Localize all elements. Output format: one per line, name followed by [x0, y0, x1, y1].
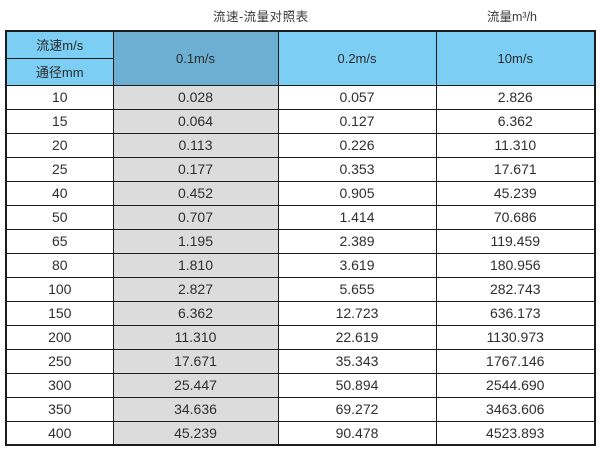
header-col-0-2ms: 0.2m/s: [277, 30, 437, 86]
diameter-cell: 200: [5, 324, 114, 350]
flow-value-cell: 4523.893: [435, 420, 596, 446]
table-row: 150 6.362 12.723 636.173: [5, 300, 596, 326]
diameter-cell: 300: [5, 372, 114, 398]
flow-value-cell: 34.636: [112, 396, 279, 422]
flow-value-cell: 2.389: [277, 228, 437, 254]
header-col-0-1ms: 0.1m/s: [112, 30, 279, 86]
flow-value-cell: 282.743: [435, 276, 596, 302]
flow-value-cell: 0.452: [112, 180, 279, 206]
header-col-10ms: 10m/s: [435, 30, 596, 86]
flow-value-cell: 17.671: [435, 156, 596, 182]
header-row-bottom: 通径mm: [5, 57, 595, 86]
flow-value-cell: 70.686: [435, 204, 596, 230]
table-header: 流速m/s 0.1m/s 0.2m/s 10m/s 通径mm: [5, 30, 596, 86]
flow-value-cell: 45.239: [112, 420, 279, 446]
flow-value-cell: 6.362: [112, 300, 279, 326]
diameter-cell: 10: [5, 84, 114, 110]
table-row: 65 1.195 2.389 119.459: [5, 228, 596, 254]
table-row: 40 0.452 0.905 45.239: [5, 180, 596, 206]
table-row: 20 0.113 0.226 11.310: [5, 132, 596, 158]
flow-value-cell: 0.226: [277, 132, 437, 158]
flow-value-cell: 0.028: [112, 84, 279, 110]
header-velocity-label: 流速m/s: [5, 30, 114, 59]
table-row: 80 1.810 3.619 180.956: [5, 252, 596, 278]
flow-value-cell: 25.447: [112, 372, 279, 398]
flow-value-cell: 1130.973: [435, 324, 596, 350]
flow-value-cell: 22.619: [277, 324, 437, 350]
table-row: 10 0.028 0.057 2.826: [5, 84, 596, 110]
table-row: 400 45.239 90.478 4523.893: [5, 420, 596, 446]
diameter-cell: 20: [5, 132, 114, 158]
flow-value-cell: 11.310: [435, 132, 596, 158]
flow-value-cell: 0.353: [277, 156, 437, 182]
flow-value-cell: 0.113: [112, 132, 279, 158]
title-bar: 流速-流量对照表 流量m³/h: [0, 0, 600, 30]
diameter-cell: 25: [5, 156, 114, 182]
flow-value-cell: 0.707: [112, 204, 279, 230]
diameter-cell: 65: [5, 228, 114, 254]
table-row: 100 2.827 5.655 282.743: [5, 276, 596, 302]
flow-value-cell: 0.905: [277, 180, 437, 206]
flow-value-cell: 3.619: [277, 252, 437, 278]
header-row-top: 流速m/s 0.1m/s 0.2m/s 10m/s: [5, 30, 596, 86]
flow-value-cell: 45.239: [435, 180, 596, 206]
diameter-cell: 80: [5, 252, 114, 278]
diameter-cell: 250: [5, 348, 114, 374]
flow-value-cell: 1.810: [112, 252, 279, 278]
flow-value-cell: 12.723: [277, 300, 437, 326]
table-body: 10 0.028 0.057 2.826 15 0.064 0.127 6.362 20 0.11…: [5, 84, 596, 446]
flow-value-cell: 180.956: [435, 252, 596, 278]
flow-value-cell: 6.362: [435, 108, 596, 134]
flow-value-cell: 1767.146: [435, 348, 596, 374]
flow-value-cell: 2544.690: [435, 372, 596, 398]
diameter-cell: 350: [5, 396, 114, 422]
table-row: 300 25.447 50.894 2544.690: [5, 372, 596, 398]
diameter-cell: 40: [5, 180, 114, 206]
table-row: 350 34.636 69.272 3463.606: [5, 396, 596, 422]
table-row: 250 17.671 35.343 1767.146: [5, 348, 596, 374]
flow-value-cell: 50.894: [277, 372, 437, 398]
header-diameter-label: 通径mm: [5, 57, 114, 86]
table-row: 200 11.310 22.619 1130.973: [5, 324, 596, 350]
flow-value-cell: 119.459: [435, 228, 596, 254]
flow-value-cell: 90.478: [277, 420, 437, 446]
flow-value-cell: 35.343: [277, 348, 437, 374]
flow-value-cell: 1.414: [277, 204, 437, 230]
diameter-cell: 150: [5, 300, 114, 326]
flow-conversion-table: 流速m/s 0.1m/s 0.2m/s 10m/s 通径mm 10 0.028 0.…: [5, 30, 596, 446]
flow-value-cell: 17.671: [112, 348, 279, 374]
table-title: 流速-流量对照表: [213, 10, 309, 24]
diameter-cell: 100: [5, 276, 114, 302]
table-row: 25 0.177 0.353 17.671: [5, 156, 596, 182]
flow-value-cell: 11.310: [112, 324, 279, 350]
flow-value-cell: 0.177: [112, 156, 279, 182]
flow-value-cell: 0.127: [277, 108, 437, 134]
table-row: 15 0.064 0.127 6.362: [5, 108, 596, 134]
flow-value-cell: 5.655: [277, 276, 437, 302]
flow-value-cell: 636.173: [435, 300, 596, 326]
flow-value-cell: 0.057: [277, 84, 437, 110]
flow-value-cell: 0.064: [112, 108, 279, 134]
diameter-cell: 15: [5, 108, 114, 134]
flow-unit-label: 流量m³/h: [487, 10, 538, 24]
flow-value-cell: 69.272: [277, 396, 437, 422]
flow-value-cell: 1.195: [112, 228, 279, 254]
diameter-cell: 400: [5, 420, 114, 446]
flow-value-cell: 2.827: [112, 276, 279, 302]
table-row: 50 0.707 1.414 70.686: [5, 204, 596, 230]
flow-value-cell: 2.826: [435, 84, 596, 110]
diameter-cell: 50: [5, 204, 114, 230]
flow-value-cell: 3463.606: [435, 396, 596, 422]
